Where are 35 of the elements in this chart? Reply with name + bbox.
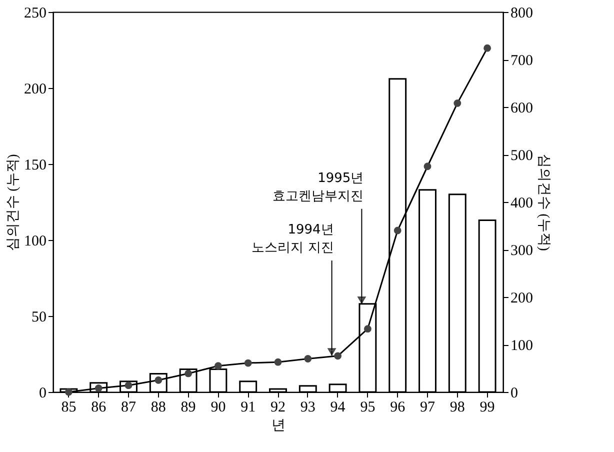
y2-tick-label: 600 (510, 100, 533, 116)
y-tick-label: 250 (24, 6, 46, 22)
y-tick-label: 0 (39, 386, 46, 402)
x-tick-label: 90 (210, 400, 226, 416)
x-tick-label: 91 (240, 400, 256, 416)
x-tick-label: 85 (61, 400, 76, 416)
x-tick-label: 98 (450, 400, 465, 416)
y2-tick-label: 100 (510, 338, 533, 354)
y2-tick-label: 500 (510, 148, 533, 164)
y-tick-label: 150 (24, 158, 46, 174)
x-tick-label: 93 (300, 400, 316, 416)
y2-tick-label: 300 (510, 243, 533, 259)
x-tick-label: 95 (360, 400, 376, 416)
x-tick-label: 94 (330, 400, 346, 416)
y-axis-title: 심의건수 (누적) (6, 154, 21, 251)
x-tick-label: 88 (150, 400, 166, 416)
y-tick-label: 100 (24, 234, 46, 250)
y2-tick-label: 200 (510, 290, 533, 306)
x-tick-label: 92 (270, 400, 286, 416)
y2-tick-label: 700 (510, 53, 533, 69)
y-tick-label: 50 (32, 310, 46, 326)
y2-tick-label: 800 (510, 6, 533, 22)
x-tick-label: 89 (180, 400, 196, 416)
x-tick-label: 86 (91, 400, 107, 416)
y2-axis-title: 심의건수 (누적) (536, 154, 551, 252)
annotation: 1994년 노스리지 지진 (252, 222, 334, 256)
y2-tick-label: 400 (510, 196, 533, 212)
x-tick-label: 96 (390, 400, 406, 416)
x-tick-label: 87 (121, 400, 136, 416)
x-tick-label: 99 (480, 400, 495, 416)
y-tick-label: 200 (24, 82, 46, 98)
x-tick-label: 97 (420, 400, 436, 416)
y2-tick-label: 0 (510, 386, 518, 402)
x-axis-title: 년 (272, 418, 286, 434)
annotation: 1995년 효고켄남부지진 (272, 170, 364, 204)
